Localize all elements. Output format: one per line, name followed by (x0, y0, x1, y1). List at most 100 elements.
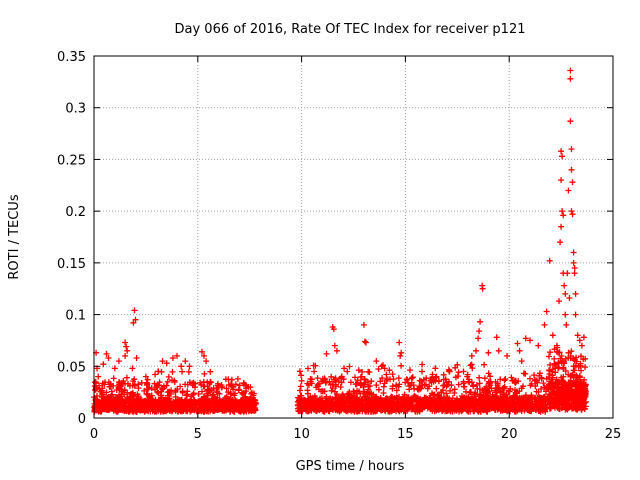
data-point (562, 355, 569, 362)
data-point (504, 403, 510, 410)
data-point (575, 402, 582, 409)
data-point (335, 378, 342, 384)
data-point (476, 328, 483, 335)
data-point (328, 387, 335, 394)
data-point (129, 408, 136, 415)
data-point (196, 406, 202, 413)
data-point (236, 382, 243, 389)
data-point (414, 394, 421, 401)
data-point (427, 405, 434, 412)
data-point (364, 391, 370, 398)
data-point (163, 360, 170, 367)
data-point (571, 357, 578, 364)
data-point (211, 399, 218, 406)
data-point (375, 386, 382, 393)
data-point (307, 376, 314, 382)
data-point (431, 391, 438, 398)
data-point (238, 401, 245, 408)
data-point (111, 365, 118, 372)
data-point (482, 393, 489, 400)
data-point (549, 332, 556, 339)
data-point (446, 402, 452, 409)
data-point (560, 212, 567, 219)
y-tick-label: 0.3 (65, 102, 86, 117)
data-point (327, 398, 334, 405)
data-point (184, 388, 191, 395)
data-point (298, 377, 305, 384)
data-point (400, 396, 407, 403)
data-point (572, 290, 579, 297)
data-point (564, 386, 571, 393)
data-point (346, 363, 353, 370)
data-point (104, 394, 111, 401)
data-point (528, 380, 535, 387)
data-point (331, 376, 338, 383)
data-point (298, 372, 305, 379)
data-point (182, 358, 189, 365)
data-point (390, 376, 397, 383)
data-point (389, 385, 396, 392)
data-point (123, 374, 130, 381)
data-point (99, 393, 106, 400)
data-point (373, 395, 380, 402)
data-point (555, 381, 562, 388)
data-point (379, 375, 386, 382)
data-point (562, 311, 569, 318)
data-point (422, 394, 429, 401)
data-point (163, 382, 170, 389)
data-point (91, 379, 98, 386)
data-point (123, 343, 130, 350)
data-point (519, 406, 526, 412)
data-point (552, 362, 559, 369)
data-point (368, 378, 375, 385)
data-point (174, 352, 180, 359)
data-point (99, 380, 106, 387)
data-point (578, 384, 585, 391)
y-tick-label: 0 (78, 412, 86, 427)
data-point (508, 374, 515, 381)
data-point (130, 378, 137, 385)
data-point (512, 389, 519, 396)
data-point (560, 364, 567, 371)
data-point (144, 391, 151, 398)
data-point (518, 385, 525, 392)
data-point (474, 385, 481, 392)
data-point (142, 373, 149, 380)
data-point (172, 397, 179, 404)
data-point (235, 387, 242, 394)
data-point (338, 374, 345, 381)
data-point (561, 282, 568, 289)
data-point (402, 379, 409, 386)
data-point (354, 377, 361, 384)
data-point (551, 346, 558, 353)
data-point (460, 368, 467, 375)
data-point (546, 353, 552, 360)
data-point (333, 406, 340, 413)
data-point (582, 355, 589, 362)
data-point (396, 381, 403, 388)
data-point (388, 393, 395, 400)
data-point (352, 381, 359, 388)
data-point (433, 385, 440, 392)
data-point (455, 369, 462, 376)
data-point (201, 383, 208, 390)
data-point (435, 404, 442, 410)
data-point (295, 405, 301, 412)
data-point (486, 380, 493, 387)
data-point (207, 368, 214, 375)
data-point (562, 290, 569, 297)
data-point (538, 374, 545, 381)
data-point (562, 406, 569, 413)
data-point (520, 370, 527, 377)
data-point (517, 402, 524, 409)
data-point (373, 382, 380, 389)
data-point (101, 402, 108, 409)
data-point (534, 395, 541, 402)
data-point (538, 386, 545, 392)
data-point (159, 358, 166, 365)
data-point (174, 386, 181, 393)
data-point (529, 404, 536, 411)
data-point (475, 406, 482, 413)
data-point (543, 308, 550, 315)
data-point (555, 360, 562, 367)
